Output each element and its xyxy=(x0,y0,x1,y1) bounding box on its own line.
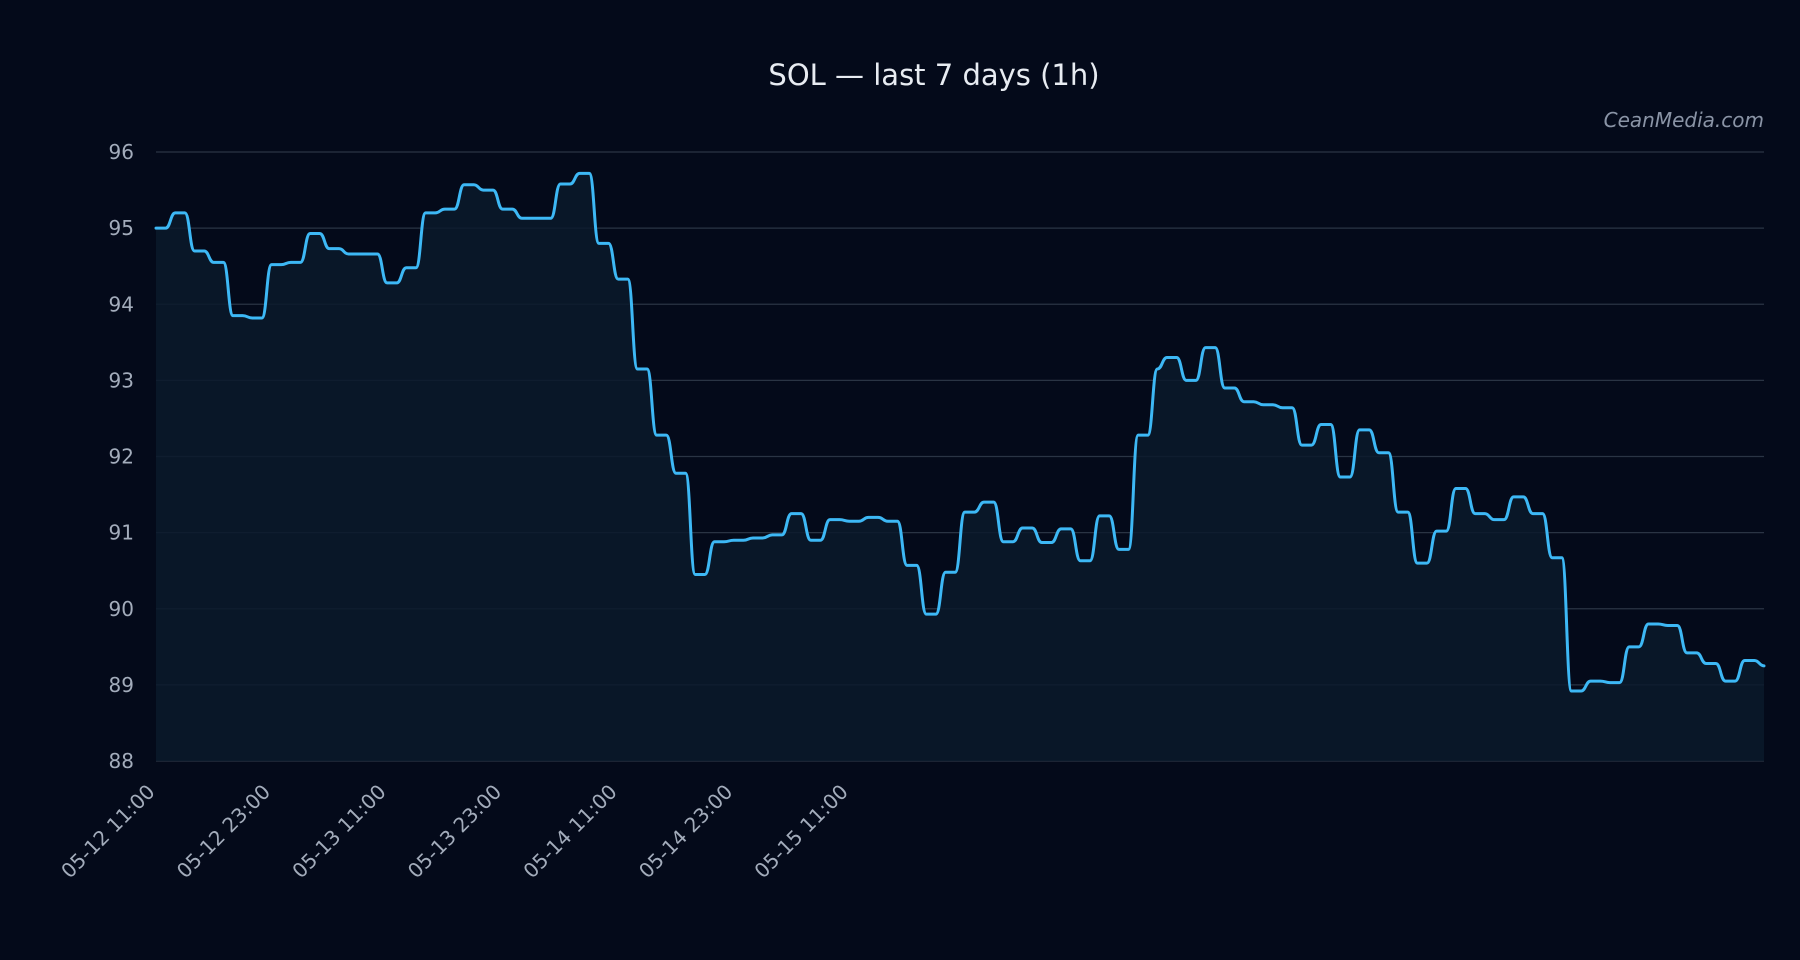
y-tick-label: 92 xyxy=(109,445,134,469)
y-tick-label: 89 xyxy=(109,673,134,697)
x-tick-label: 05-14 23:00 xyxy=(634,780,737,883)
y-tick-label: 96 xyxy=(109,140,134,164)
y-tick-label: 91 xyxy=(109,521,134,545)
series-line-layer xyxy=(154,171,1766,693)
x-axis-ticks: 05-12 11:00 05-12 23:00 05-13 11:00 05-13 2… xyxy=(56,780,853,883)
chart-title: SOL — last 7 days (1h) xyxy=(768,58,1099,92)
x-tick-label: 05-14 11:00 xyxy=(518,780,621,883)
y-tick-label: 94 xyxy=(109,292,134,316)
x-tick-label: 05-12 23:00 xyxy=(172,780,275,883)
area-fill xyxy=(156,173,1764,761)
x-tick-label: 05-13 23:00 xyxy=(403,780,506,883)
y-tick-label: 95 xyxy=(109,216,134,240)
x-tick-label: 05-15 11:00 xyxy=(749,780,852,883)
y-tick-label: 88 xyxy=(109,749,134,773)
x-tick-label: 05-13 11:00 xyxy=(287,780,390,883)
series-line xyxy=(154,171,1766,693)
y-tick-label: 90 xyxy=(109,597,134,621)
y-axis-ticks: 88 89 90 91 92 93 94 95 96 xyxy=(109,140,134,773)
x-tick-label: 05-12 11:00 xyxy=(56,780,159,883)
watermark: CeanMedia.com xyxy=(1604,108,1764,132)
series-area xyxy=(156,173,1764,761)
y-tick-label: 93 xyxy=(109,368,134,392)
